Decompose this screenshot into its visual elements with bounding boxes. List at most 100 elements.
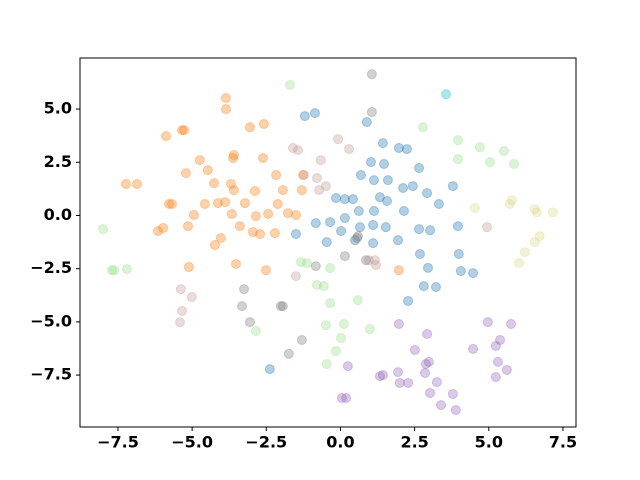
point xyxy=(339,251,350,262)
point xyxy=(107,265,118,276)
point xyxy=(417,122,428,133)
point xyxy=(298,170,309,181)
point xyxy=(363,255,374,266)
x-tick-label: 0.0 xyxy=(326,433,354,452)
point xyxy=(425,387,436,398)
point xyxy=(315,155,326,166)
point xyxy=(175,284,186,295)
point xyxy=(109,265,120,276)
point xyxy=(366,107,377,118)
point xyxy=(209,240,220,251)
point xyxy=(339,319,350,330)
point xyxy=(368,238,379,249)
point xyxy=(277,185,288,196)
point xyxy=(285,80,296,91)
point xyxy=(255,228,266,239)
point xyxy=(469,203,480,214)
point xyxy=(353,206,364,217)
point xyxy=(379,158,390,169)
point xyxy=(355,170,366,181)
point xyxy=(339,213,350,224)
point xyxy=(336,393,347,404)
point xyxy=(420,367,431,378)
point xyxy=(423,356,434,367)
point xyxy=(296,334,307,345)
point xyxy=(339,194,350,205)
point xyxy=(183,261,194,272)
point xyxy=(234,221,245,232)
point xyxy=(312,173,323,184)
point xyxy=(290,210,301,221)
point xyxy=(506,195,517,206)
point xyxy=(531,207,542,218)
point xyxy=(331,346,342,357)
point xyxy=(309,108,320,119)
point xyxy=(547,207,558,218)
point xyxy=(474,142,485,153)
point xyxy=(121,264,132,275)
point xyxy=(382,196,393,207)
point xyxy=(250,211,261,222)
point xyxy=(368,175,379,186)
point xyxy=(342,361,353,372)
point xyxy=(436,400,447,411)
point xyxy=(231,258,242,269)
point xyxy=(377,370,388,381)
point xyxy=(529,237,540,248)
point xyxy=(298,170,309,181)
point xyxy=(290,228,301,239)
point xyxy=(287,143,298,154)
point xyxy=(374,371,385,382)
plot-frame xyxy=(79,57,577,428)
x-tick-label: −5.0 xyxy=(171,433,213,452)
point xyxy=(401,144,412,155)
point xyxy=(283,348,294,359)
y-tick-label: −2.5 xyxy=(30,258,72,277)
point xyxy=(492,356,503,367)
point xyxy=(161,131,172,142)
point xyxy=(366,157,377,168)
point xyxy=(182,221,193,232)
point xyxy=(447,389,458,400)
point xyxy=(453,248,464,259)
point xyxy=(320,181,331,192)
point xyxy=(352,295,363,306)
point xyxy=(153,226,164,237)
point xyxy=(247,227,258,238)
point xyxy=(250,186,261,197)
point xyxy=(209,178,220,189)
point xyxy=(277,301,288,312)
point xyxy=(163,198,174,209)
point xyxy=(271,170,282,181)
point xyxy=(495,334,506,345)
point xyxy=(239,284,250,295)
point xyxy=(433,198,444,209)
point xyxy=(514,258,525,269)
point xyxy=(325,263,336,274)
point xyxy=(349,235,360,246)
point xyxy=(239,198,250,209)
point xyxy=(120,178,131,189)
point xyxy=(258,153,269,164)
point xyxy=(310,261,321,272)
point xyxy=(269,228,280,239)
point xyxy=(325,217,336,228)
point xyxy=(506,319,517,330)
point xyxy=(425,225,436,236)
point xyxy=(403,377,414,388)
point xyxy=(393,265,404,276)
point xyxy=(177,306,188,317)
point xyxy=(364,324,375,335)
point xyxy=(403,296,414,307)
point xyxy=(414,163,425,174)
point xyxy=(180,168,191,179)
point xyxy=(374,192,385,203)
point xyxy=(261,265,271,276)
point xyxy=(393,235,404,246)
point xyxy=(264,364,275,375)
point xyxy=(394,377,405,388)
point xyxy=(310,218,321,229)
point xyxy=(482,317,493,328)
point xyxy=(455,266,466,277)
